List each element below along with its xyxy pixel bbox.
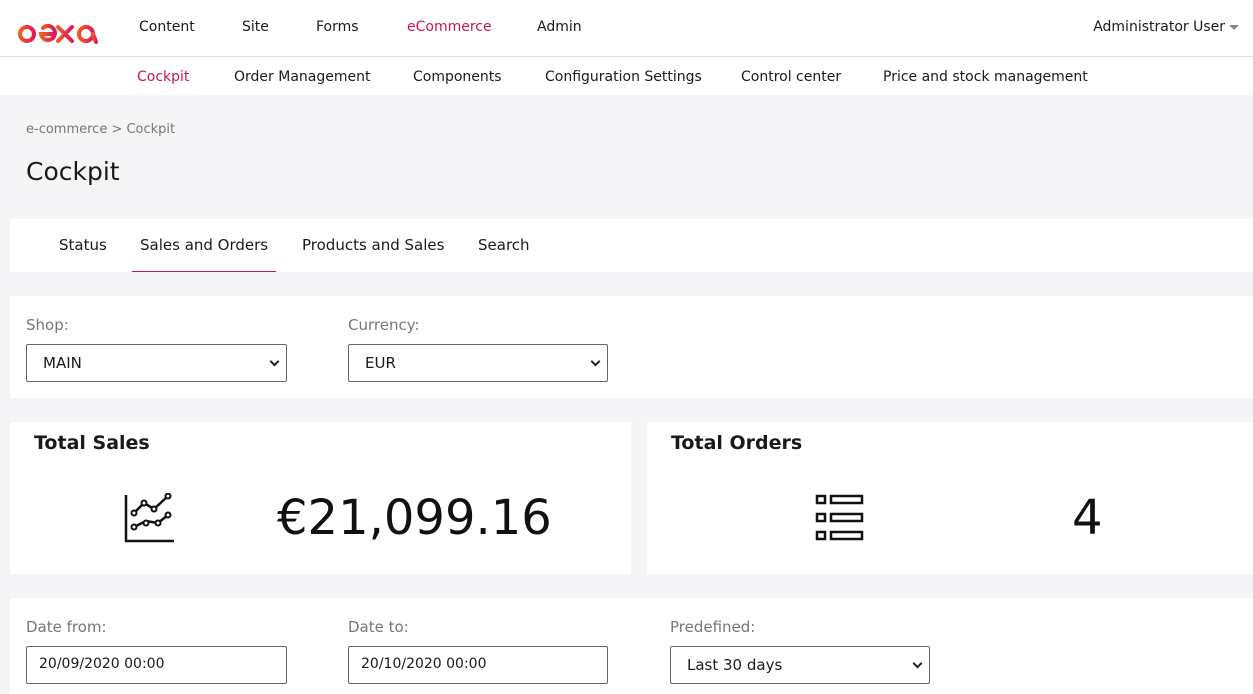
chevron-down-icon <box>912 658 923 669</box>
subnav-order-management[interactable]: Order Management <box>234 69 371 85</box>
nav-content[interactable]: Content <box>139 19 195 35</box>
subnav-control-center[interactable]: Control center <box>741 69 842 85</box>
date-filter-panel: Date from: 20/09/2020 00:00 Date to: 20/… <box>10 598 1253 694</box>
tabs-bar: Status Sales and Orders Products and Sal… <box>10 219 1253 272</box>
filters-panel: Shop: MAIN Currency: EUR <box>10 296 1253 398</box>
predefined-value: Last 30 days <box>687 656 783 674</box>
chevron-down-icon <box>269 356 280 367</box>
currency-label: Currency: <box>348 316 420 334</box>
shop-label: Shop: <box>26 316 69 334</box>
date-from-input[interactable]: 20/09/2020 00:00 <box>26 646 287 684</box>
shop-value: MAIN <box>43 354 82 372</box>
tab-status[interactable]: Status <box>59 236 107 254</box>
total-orders-card: Total Orders 4 <box>647 422 1253 574</box>
nav-site[interactable]: Site <box>242 19 269 35</box>
top-bar: Content Site Forms eCommerce Admin Admin… <box>0 0 1253 57</box>
total-sales-label: Total Sales <box>34 432 150 454</box>
total-orders-value: 4 <box>1072 490 1103 546</box>
currency-value: EUR <box>365 354 396 372</box>
subnav-components[interactable]: Components <box>413 69 502 85</box>
total-orders-label: Total Orders <box>671 432 803 454</box>
predefined-label: Predefined: <box>670 618 756 636</box>
user-name: Administrator User <box>1093 19 1225 35</box>
date-to-input[interactable]: 20/10/2020 00:00 <box>348 646 608 684</box>
predefined-select[interactable]: Last 30 days <box>670 646 930 684</box>
nav-ecommerce[interactable]: eCommerce <box>407 19 492 35</box>
nav-admin[interactable]: Admin <box>537 19 582 35</box>
breadcrumb[interactable]: e-commerce > Cockpit <box>26 122 176 137</box>
ibexa-logo[interactable] <box>9 16 99 44</box>
sub-nav: Cockpit Order Management Components Conf… <box>0 57 1253 95</box>
subnav-cockpit[interactable]: Cockpit <box>137 69 190 85</box>
caret-down-icon <box>1229 24 1239 30</box>
tab-sales-orders[interactable]: Sales and Orders <box>132 236 277 272</box>
subnav-configuration-settings[interactable]: Configuration Settings <box>545 69 702 85</box>
subnav-price-stock[interactable]: Price and stock management <box>883 69 1088 85</box>
total-sales-value: €21,099.16 <box>277 490 552 546</box>
user-menu[interactable]: Administrator User <box>1093 19 1239 35</box>
page-title: Cockpit <box>26 157 120 186</box>
currency-select[interactable]: EUR <box>348 344 608 382</box>
list-icon <box>815 494 864 541</box>
date-to-label: Date to: <box>348 618 409 636</box>
chevron-down-icon <box>590 356 601 367</box>
tab-products-sales[interactable]: Products and Sales <box>302 236 445 254</box>
date-from-label: Date from: <box>26 618 107 636</box>
tab-search[interactable]: Search <box>478 236 530 254</box>
shop-select[interactable]: MAIN <box>26 344 287 382</box>
chart-line-icon <box>124 493 174 543</box>
total-sales-card: Total Sales €21,099.16 <box>10 422 631 574</box>
nav-forms[interactable]: Forms <box>316 19 359 35</box>
